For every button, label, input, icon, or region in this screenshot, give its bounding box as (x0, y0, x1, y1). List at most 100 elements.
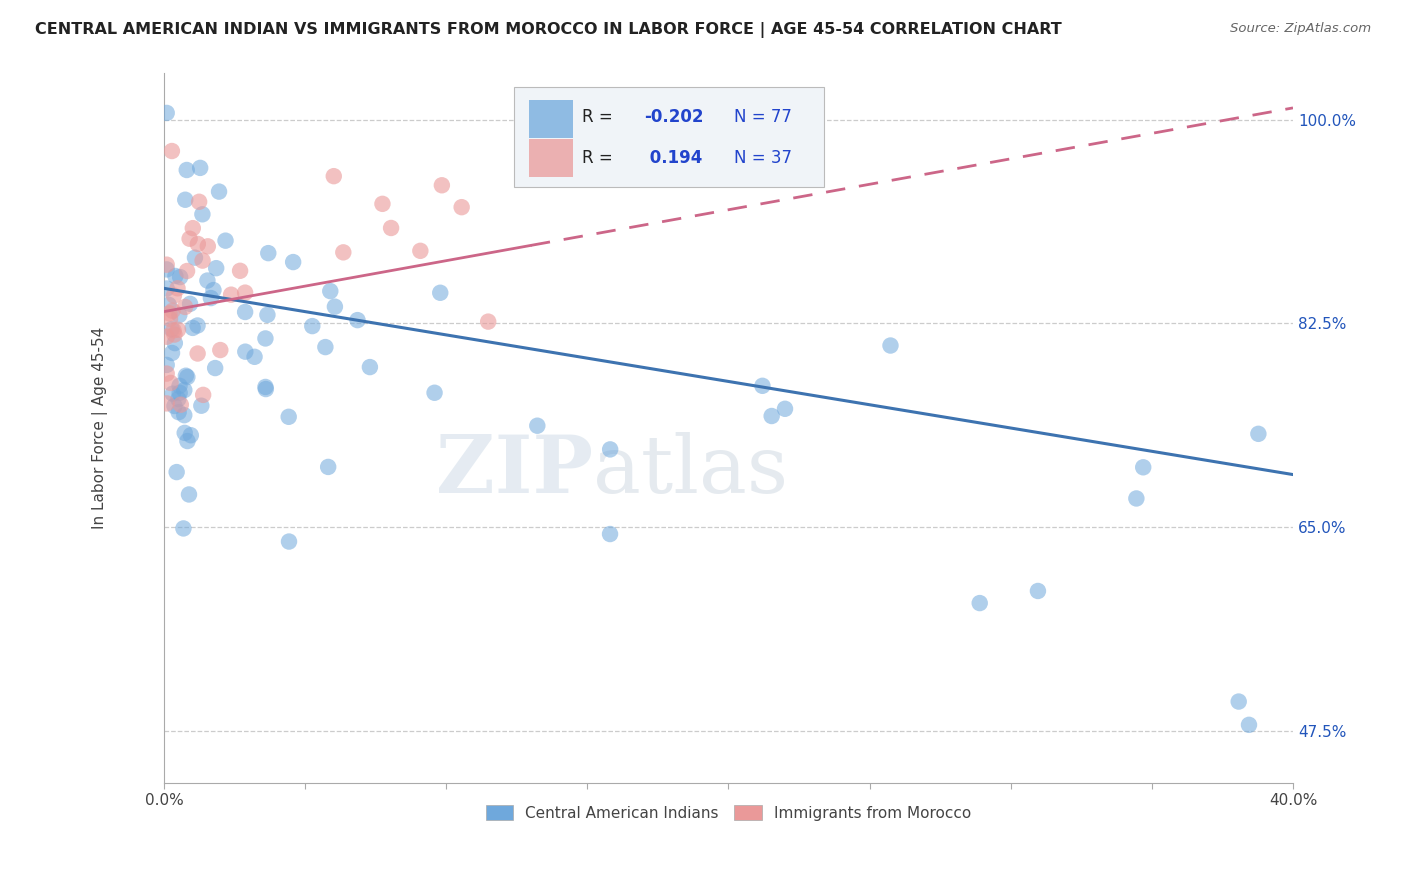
Point (380, 221, 402, 235)
Point (322, 169, 344, 183)
Point (176, 370, 198, 384)
Point (301, 319, 323, 334)
Point (174, 193, 197, 207)
Text: N = 37: N = 37 (734, 149, 792, 167)
Point (254, 380, 277, 394)
Point (173, 383, 195, 397)
Point (181, 321, 204, 335)
Point (163, 327, 186, 342)
Point (278, 534, 301, 549)
Point (319, 284, 342, 298)
Point (751, 379, 773, 393)
Point (208, 185, 231, 199)
Point (156, 258, 179, 272)
Point (187, 346, 209, 360)
Point (180, 428, 202, 442)
Point (156, 396, 179, 410)
Point (174, 368, 197, 383)
Point (170, 398, 193, 412)
Point (167, 405, 190, 419)
Point (197, 274, 219, 288)
Point (176, 434, 198, 448)
Point (233, 305, 256, 319)
Point (157, 298, 180, 312)
Point (162, 323, 184, 337)
Point (177, 487, 200, 501)
Point (184, 251, 207, 265)
Point (202, 283, 225, 297)
Point (172, 521, 194, 535)
Point (314, 340, 336, 354)
Point (423, 385, 446, 400)
Point (430, 178, 453, 193)
Point (1247, 426, 1270, 441)
Point (169, 308, 191, 322)
Point (209, 343, 232, 357)
Point (277, 409, 299, 424)
Point (166, 465, 188, 479)
Point (167, 392, 190, 406)
Point (1132, 460, 1154, 475)
Point (205, 261, 228, 276)
Point (179, 232, 201, 246)
Point (176, 264, 198, 278)
Point (186, 318, 208, 333)
Point (526, 418, 548, 433)
Point (371, 197, 394, 211)
Point (233, 344, 256, 359)
Point (187, 236, 209, 251)
FancyBboxPatch shape (515, 87, 824, 186)
Point (283, 255, 305, 269)
Point (156, 262, 179, 277)
Point (167, 323, 190, 337)
Text: atlas: atlas (593, 432, 789, 509)
Point (159, 312, 181, 326)
Point (254, 382, 277, 396)
Point (773, 401, 796, 416)
Point (257, 246, 280, 260)
Point (316, 459, 339, 474)
Text: Source: ZipAtlas.com: Source: ZipAtlas.com (1230, 22, 1371, 36)
Point (179, 297, 201, 311)
Point (162, 303, 184, 318)
Point (450, 200, 472, 214)
Point (169, 378, 191, 392)
Point (969, 596, 991, 610)
Point (156, 358, 179, 372)
Text: R =: R = (582, 149, 617, 167)
Point (173, 425, 195, 440)
Point (173, 408, 195, 422)
Point (879, 338, 901, 352)
Point (163, 399, 186, 413)
Text: R =: R = (582, 108, 617, 126)
Point (197, 239, 219, 253)
Text: ZIP: ZIP (436, 432, 593, 509)
Point (229, 264, 252, 278)
Point (346, 313, 368, 327)
Point (191, 207, 214, 221)
Point (169, 270, 191, 285)
Point (176, 163, 198, 178)
Point (163, 288, 186, 302)
Point (156, 367, 179, 381)
Text: N = 77: N = 77 (734, 108, 792, 126)
Point (599, 442, 621, 457)
Legend: Central American Indians, Immigrants from Morocco: Central American Indians, Immigrants fro… (481, 800, 976, 825)
Point (188, 161, 211, 175)
Point (191, 253, 214, 268)
Point (359, 360, 381, 375)
Point (160, 346, 183, 360)
Point (191, 388, 214, 402)
Point (156, 281, 179, 295)
Point (200, 291, 222, 305)
Point (174, 300, 197, 314)
Point (243, 350, 266, 364)
Point (165, 268, 187, 283)
Point (761, 409, 783, 423)
Point (190, 399, 212, 413)
Point (323, 300, 346, 314)
Point (181, 221, 204, 235)
Text: CENTRAL AMERICAN INDIAN VS IMMIGRANTS FROM MOROCCO IN LABOR FORCE | AGE 45-54 CO: CENTRAL AMERICAN INDIAN VS IMMIGRANTS FR… (35, 22, 1062, 38)
Point (163, 336, 186, 351)
Point (169, 385, 191, 400)
